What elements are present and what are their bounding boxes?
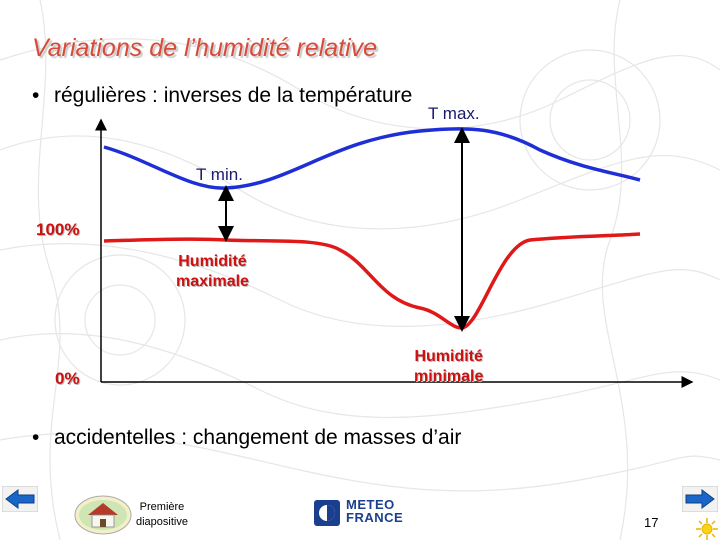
label-humidity-min-line2: minimale [414, 368, 484, 385]
arrow-left-icon[interactable] [2, 486, 38, 512]
label-100-percent: 100% [36, 220, 80, 239]
bullet-accidental: • accidentelles : changement de masses d’… [32, 426, 461, 450]
label-humidity-max-line1: Humidité [178, 253, 247, 270]
page-number: 17 [644, 515, 659, 530]
slide-title: Variations de l’humidité relative [32, 34, 378, 62]
logo-line1: METEO [346, 497, 395, 512]
bullet-symbol: • [32, 84, 40, 107]
temperature-curve [103, 127, 641, 190]
logo-line2: FRANCE [346, 510, 404, 525]
bullet-accidental-text: accidentelles : changement de masses d’a… [54, 426, 462, 449]
house-icon[interactable] [74, 493, 132, 535]
label-humidity-max: Humidité maximale [176, 252, 249, 292]
bullet-symbol: • [32, 426, 40, 449]
home-link[interactable]: Première diapositive [136, 500, 188, 530]
home-label-line2: diapositive [136, 516, 188, 528]
label-t-max: T max. [428, 104, 480, 123]
label-t-min: T min. [196, 165, 243, 184]
label-humidity-min-line1: Humidité [414, 348, 483, 365]
label-humidity-min: Humidité minimale [414, 347, 483, 387]
bullet-regular-text: régulières : inverses de la température [54, 84, 413, 107]
meteo-france-logo-text: METEO FRANCE [346, 498, 403, 524]
label-humidity-max-line2: maximale [176, 273, 249, 290]
arrow-right-icon[interactable] [682, 486, 718, 512]
bullet-regular: • régulières : inverses de la température [32, 84, 412, 108]
home-label-line1: Première [139, 501, 185, 513]
label-0-percent: 0% [55, 369, 80, 388]
meteo-france-logo-icon [314, 500, 340, 526]
sun-icon[interactable] [696, 518, 718, 540]
